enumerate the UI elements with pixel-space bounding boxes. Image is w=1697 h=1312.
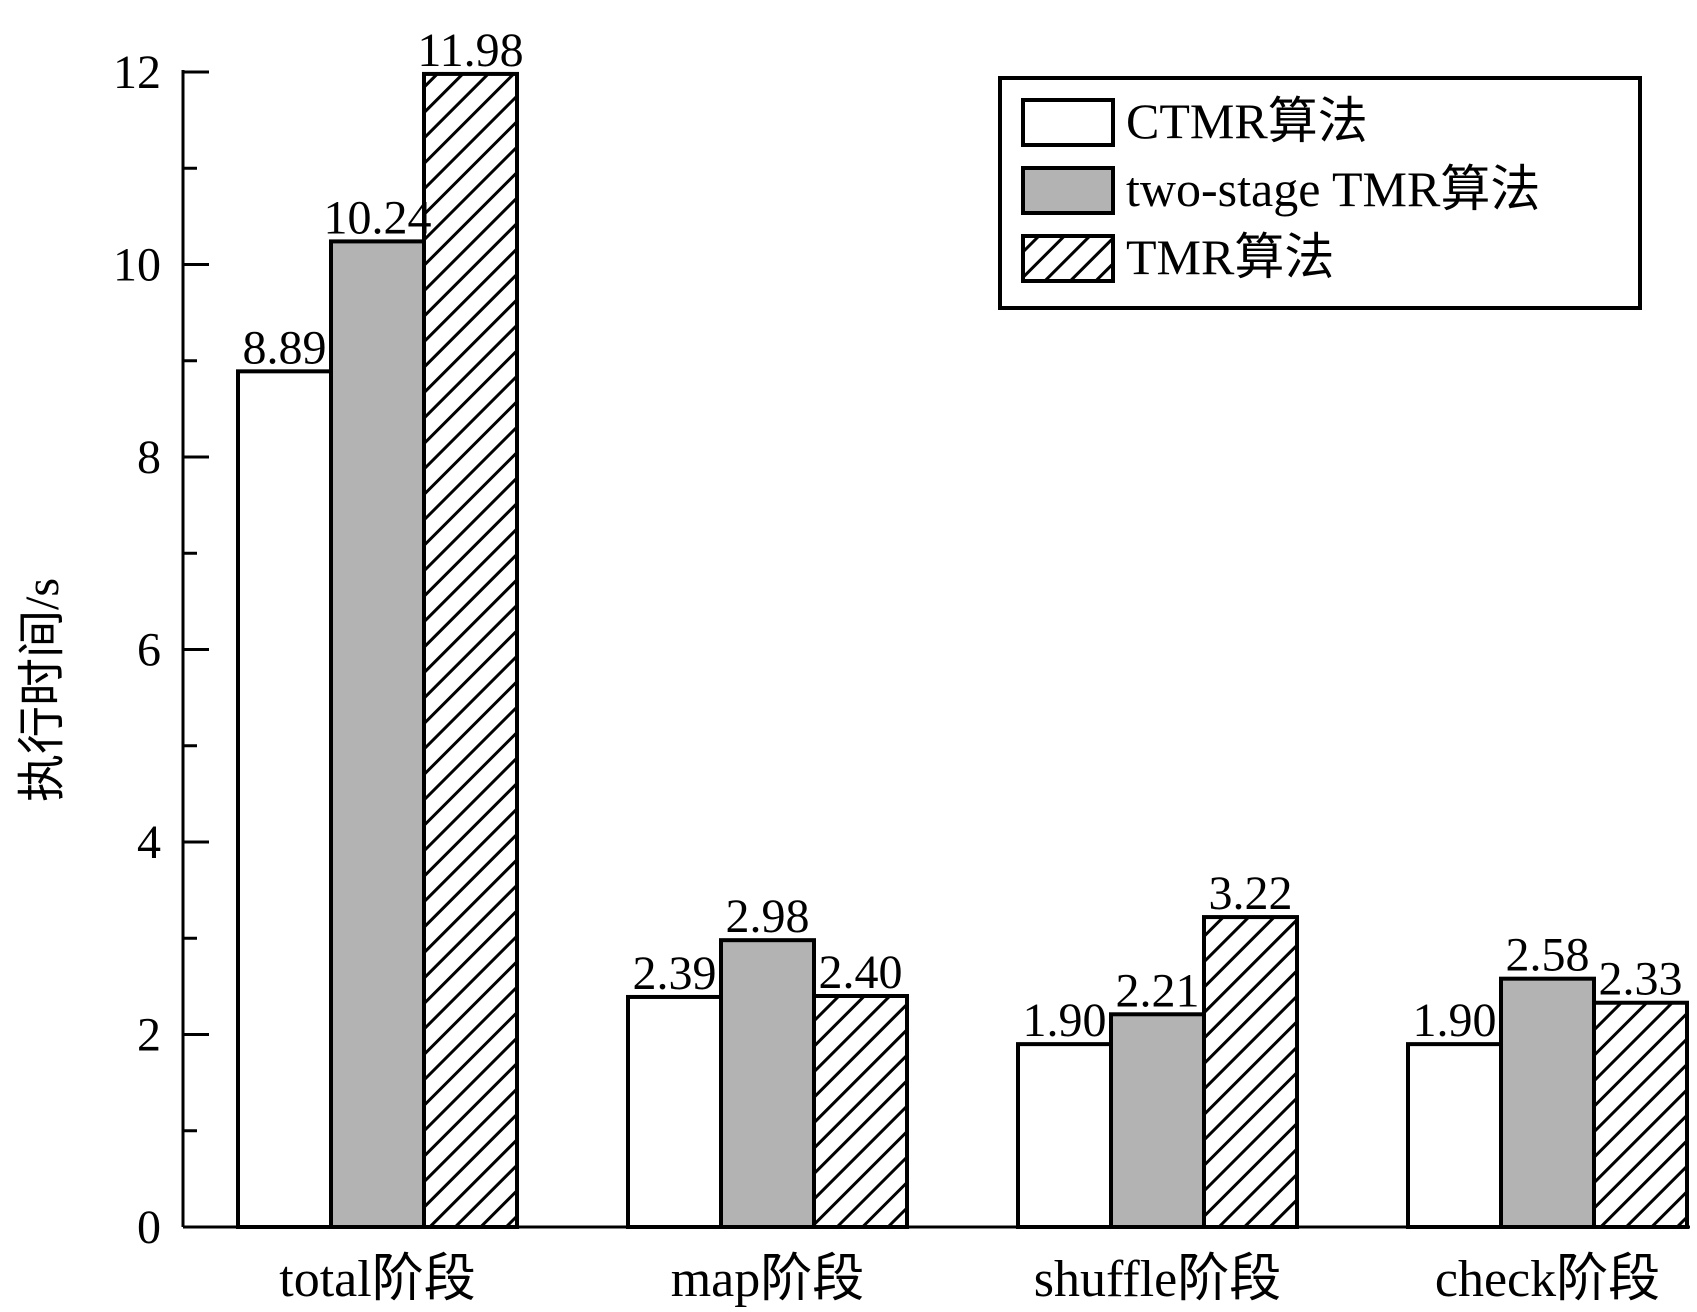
y-axis-title: 执行时间/s [16,578,69,802]
legend-label: two-stage TMR算法 [1126,161,1540,217]
axes: 0 2 4 6 8 10 12 total阶段 map阶段 shuffle阶段 check阶段 [113,46,1690,1308]
data-label: 2.39 [633,947,717,1000]
data-label: 11.98 [417,24,523,77]
legend-label: TMR算法 [1126,229,1334,285]
data-label: 1.90 [1413,994,1497,1047]
bar [812,994,909,1229]
data-label: 2.40 [819,946,903,999]
data-label: 1.90 [1023,994,1107,1047]
bar [1202,915,1299,1229]
data-label: 3.22 [1209,867,1293,920]
y-tick-label: 10 [113,239,161,292]
legend-swatch [1021,166,1115,215]
bar [1016,1042,1113,1229]
bar [329,239,426,1229]
y-tick-label: 4 [137,816,161,869]
legend-swatch [1021,234,1115,283]
legend-label: CTMR算法 [1126,93,1368,149]
y-tick-label: 8 [137,431,161,484]
bars [236,71,1689,1230]
bar [1592,1000,1689,1229]
x-category-label: shuffle阶段 [1034,1251,1281,1308]
x-category-label: total阶段 [279,1251,475,1308]
data-label: 8.89 [243,321,327,374]
data-label: 2.58 [1506,929,1590,982]
bar [1109,1012,1206,1229]
data-label: 10.24 [324,191,432,244]
data-label: 2.33 [1599,953,1683,1006]
bar [1499,976,1596,1229]
legend: CTMR算法 two-stage TMR算法 TMR算法 [998,76,1642,310]
y-tick-label: 6 [137,624,161,677]
y-tick-label: 12 [113,46,161,99]
data-labels: 8.8910.2411.982.392.982.401.902.213.221.… [243,24,1683,1047]
y-tick-label: 2 [137,1009,161,1062]
bar [236,369,333,1229]
legend-swatch [1021,98,1115,147]
data-label: 2.98 [726,890,810,943]
bar [1406,1042,1503,1229]
y-tick-label: 0 [137,1201,161,1254]
x-category-label: map阶段 [671,1251,865,1308]
bar [626,994,723,1230]
bar [422,71,519,1229]
bar [719,938,816,1229]
x-category-label: check阶段 [1435,1251,1660,1308]
data-label: 2.21 [1116,964,1200,1017]
